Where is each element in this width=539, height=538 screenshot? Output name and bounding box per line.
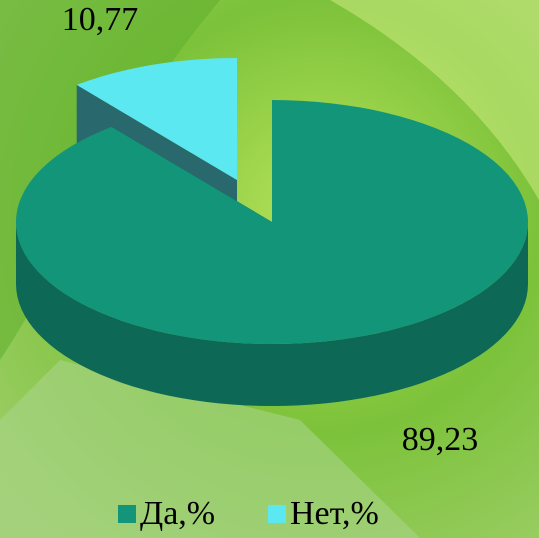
legend-label: Нет,%	[290, 495, 379, 532]
legend: Да,% Нет,%	[118, 495, 379, 532]
slice-side	[16, 222, 528, 406]
background-swirl	[0, 360, 420, 538]
data-label: 89,23	[402, 421, 479, 458]
pie: 10,77 89,23	[16, 1, 529, 458]
legend-swatch	[268, 505, 286, 523]
background-swirl	[0, 0, 220, 360]
slice-top	[76, 58, 237, 180]
background-swirl	[330, 0, 539, 200]
pie-slice: 89,23	[16, 100, 529, 458]
data-label: 10,77	[62, 1, 139, 38]
legend-label: Да,%	[140, 495, 215, 532]
slice-top	[16, 100, 529, 345]
legend-swatch	[118, 505, 136, 523]
